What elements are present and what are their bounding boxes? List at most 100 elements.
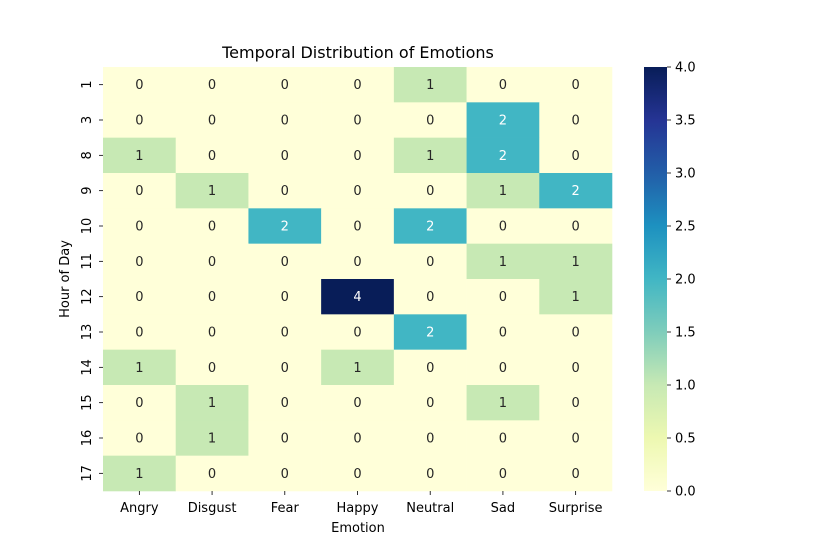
cell-value-label: 1 bbox=[499, 255, 507, 270]
cell-value-label: 1 bbox=[572, 255, 580, 270]
cell-value-label: 0 bbox=[208, 467, 216, 482]
heatmap-cell bbox=[321, 137, 395, 174]
heatmap-cell bbox=[248, 455, 322, 492]
heatmap-cell bbox=[248, 208, 322, 244]
heatmap-cell bbox=[103, 173, 177, 209]
heatmap-cell bbox=[393, 349, 467, 386]
cell-value-label: 0 bbox=[208, 114, 216, 129]
x-axis: Angry Disgust Fear Happy Neutral Sad Surprise bbox=[120, 491, 603, 516]
heatmap-cell bbox=[175, 385, 249, 421]
heatmap-cell bbox=[321, 173, 395, 209]
heatmap-cell bbox=[393, 67, 467, 103]
x-tick-label: Neutral bbox=[406, 501, 454, 516]
heatmap-cell bbox=[248, 420, 322, 456]
heatmap-cell bbox=[539, 420, 613, 456]
cell-value-label: 0 bbox=[208, 361, 216, 376]
cell-value-label: 0 bbox=[281, 114, 289, 129]
y-tick-label: 14 bbox=[80, 359, 95, 376]
heatmap-cells bbox=[103, 67, 613, 492]
cell-value-label: 0 bbox=[208, 255, 216, 270]
colorbar-tick-label: 4.0 bbox=[675, 61, 696, 76]
cell-value-label: 0 bbox=[281, 326, 289, 341]
cell-value-label: 0 bbox=[281, 396, 289, 411]
heatmap-cell bbox=[103, 243, 177, 280]
cell-value-label: 1 bbox=[572, 290, 580, 305]
heatmap-cell bbox=[393, 102, 467, 138]
cell-value-label: 0 bbox=[426, 255, 434, 270]
cell-value-label: 0 bbox=[499, 361, 507, 376]
cell-value-label: 0 bbox=[208, 220, 216, 235]
heatmap-cell bbox=[393, 208, 467, 244]
cell-value-label: 0 bbox=[135, 326, 143, 341]
heatmap-cell bbox=[466, 349, 540, 386]
heatmap-cell bbox=[175, 420, 249, 456]
heatmap-cell bbox=[103, 349, 177, 386]
heatmap-cell bbox=[103, 208, 177, 244]
cell-value-label: 0 bbox=[135, 114, 143, 129]
x-tick-label: Disgust bbox=[188, 501, 237, 516]
heatmap-cell bbox=[175, 67, 249, 103]
cell-value-label: 0 bbox=[208, 326, 216, 341]
colorbar-axis: 0.0 0.5 1.0 1.5 2.0 2.5 3.0 3.5 4.0 bbox=[667, 61, 696, 500]
heatmap-cell bbox=[175, 349, 249, 386]
cell-value-label: 0 bbox=[135, 184, 143, 199]
colorbar-tick-label: 1.0 bbox=[675, 379, 696, 394]
cell-value-label: 0 bbox=[353, 184, 361, 199]
heatmap-cell bbox=[393, 314, 467, 350]
cell-value-label: 0 bbox=[281, 290, 289, 305]
cell-value-label: 0 bbox=[208, 149, 216, 164]
heatmap-cell bbox=[466, 67, 540, 103]
heatmap-cell bbox=[393, 385, 467, 421]
cell-value-label: 0 bbox=[135, 290, 143, 305]
y-tick-label: 10 bbox=[80, 218, 95, 235]
heatmap-cell bbox=[321, 208, 395, 244]
cell-value-label: 2 bbox=[426, 326, 434, 341]
heatmap-cell bbox=[539, 102, 613, 138]
heatmap-cell bbox=[248, 314, 322, 350]
cell-value-label: 0 bbox=[353, 149, 361, 164]
cell-value-label: 0 bbox=[572, 432, 580, 447]
colorbar-tick-label: 1.5 bbox=[675, 326, 696, 341]
cell-value-label: 0 bbox=[572, 220, 580, 235]
cell-value-label: 0 bbox=[426, 290, 434, 305]
cell-value-label: 1 bbox=[135, 467, 143, 482]
heatmap-cell bbox=[321, 243, 395, 280]
colorbar-tick-label: 2.0 bbox=[675, 273, 696, 288]
cell-value-label: 1 bbox=[499, 184, 507, 199]
cell-value-label: 0 bbox=[353, 326, 361, 341]
heatmap-cell bbox=[539, 137, 613, 174]
heatmap-cell bbox=[175, 102, 249, 138]
heatmap-cell bbox=[248, 279, 322, 315]
cell-value-label: 1 bbox=[135, 361, 143, 376]
heatmap-cell bbox=[103, 67, 177, 103]
colorbar-tick-label: 3.5 bbox=[675, 114, 696, 129]
cell-value-label: 0 bbox=[499, 326, 507, 341]
heatmap-cell bbox=[103, 385, 177, 421]
heatmap-cell bbox=[466, 102, 540, 138]
colorbar bbox=[644, 67, 667, 491]
heatmap-cell bbox=[175, 279, 249, 315]
heatmap-cell bbox=[466, 385, 540, 421]
heatmap-cell bbox=[321, 385, 395, 421]
cell-value-label: 2 bbox=[499, 114, 507, 129]
heatmap-cell bbox=[539, 349, 613, 386]
cell-value-label: 0 bbox=[353, 78, 361, 93]
cell-value-label: 0 bbox=[135, 396, 143, 411]
heatmap-cell bbox=[175, 455, 249, 492]
heatmap-cell bbox=[539, 385, 613, 421]
y-tick-label: 17 bbox=[80, 465, 95, 482]
heatmap-cell bbox=[466, 455, 540, 492]
heatmap-cell bbox=[393, 455, 467, 492]
cell-value-label: 0 bbox=[499, 290, 507, 305]
heatmap-cell bbox=[248, 349, 322, 386]
cell-value-label: 0 bbox=[353, 220, 361, 235]
heatmap-cell-labels: 0 0 0 0 1 0 0 0 0 0 0 0 2 0 1 0 0 0 1 2 0 0 1 0 0 0 1 2 0 0 2 0 2 0 0 0 0 0 0 0… bbox=[135, 78, 580, 482]
heatmap-cell bbox=[248, 243, 322, 280]
cell-value-label: 0 bbox=[426, 114, 434, 129]
heatmap-cell bbox=[539, 208, 613, 244]
y-tick-label: 3 bbox=[80, 116, 95, 124]
cell-value-label: 0 bbox=[572, 149, 580, 164]
cell-value-label: 0 bbox=[281, 432, 289, 447]
heatmap-cell bbox=[393, 137, 467, 174]
heatmap-cell bbox=[175, 314, 249, 350]
